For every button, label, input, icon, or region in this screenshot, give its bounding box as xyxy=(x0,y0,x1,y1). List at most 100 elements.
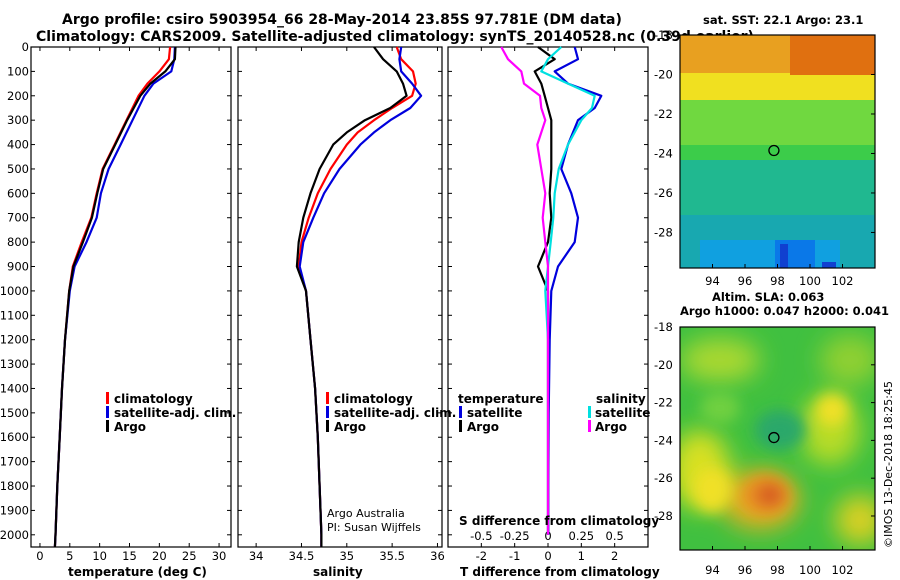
imos-watermark: ©IMOS 13-Dec-2018 18:25:45 xyxy=(882,381,895,548)
depth-tick-label: 1600 xyxy=(0,430,29,444)
temperature-legend: climatology satellite-adj. clim. Argo xyxy=(106,392,236,434)
x-tick-label: 5 xyxy=(66,549,73,563)
legend-satellite-adj: satellite-adj. clim. xyxy=(334,406,456,420)
depth-tick-label: 100 xyxy=(7,64,29,78)
legend-s-argo: Argo xyxy=(595,420,627,434)
x-tick-label: 34.5 xyxy=(289,549,315,563)
difference-legend: temperature salinity satellite Argo sate… xyxy=(458,392,650,434)
depth-tick-label: 900 xyxy=(7,260,29,274)
lon-tick-label: 98 xyxy=(770,274,785,288)
x-tick-label: 36 xyxy=(430,549,445,563)
x-tick-label: 30 xyxy=(212,549,227,563)
lon-tick-label: 100 xyxy=(799,274,821,288)
depth-tick-label: 1200 xyxy=(0,333,29,347)
lat-tick-label: -20 xyxy=(654,358,673,372)
x-tick-label: 0 xyxy=(544,549,551,563)
sst-map-lat-ticks: -18 -20 -22 -24 -26 -28 xyxy=(654,28,875,239)
s-difference-tick-label: 0.5 xyxy=(606,529,624,543)
depth-tick-label: 500 xyxy=(7,162,29,176)
legend-t-argo: Argo xyxy=(467,420,499,434)
x-tick-label: 35.5 xyxy=(379,549,405,563)
lon-tick-label: 98 xyxy=(770,563,785,577)
series-line-argo xyxy=(53,46,177,548)
depth-tick-label: 400 xyxy=(7,138,29,152)
depth-tick-label: 1700 xyxy=(0,455,29,469)
legend-argo: Argo xyxy=(114,420,146,434)
lon-tick-label: 96 xyxy=(738,274,753,288)
temperature-panel: 0100200300400500600700800900100011001200… xyxy=(0,40,236,579)
sst-map-lon-ticks: 94 96 98 100 102 xyxy=(705,264,853,288)
series-line-climatology xyxy=(53,46,172,548)
depth-tick-label: 700 xyxy=(7,211,29,225)
depth-tick-label: 1000 xyxy=(0,284,29,298)
series-line-satellite-adj-clim- xyxy=(53,46,176,548)
depth-tick-label: 2000 xyxy=(0,528,29,542)
s-difference-tick-label: 0.25 xyxy=(569,529,595,543)
lon-tick-label: 94 xyxy=(705,563,720,577)
lon-tick-label: 94 xyxy=(705,274,720,288)
legend-salinity-title: salinity xyxy=(596,392,646,406)
depth-tick-label: 200 xyxy=(7,89,29,103)
legend-temperature-title: temperature xyxy=(458,392,543,406)
depth-tick-label: 600 xyxy=(7,186,29,200)
depth-tick-label: 1300 xyxy=(0,357,29,371)
salinity-series xyxy=(295,46,423,547)
legend-swatch-argo xyxy=(106,420,109,432)
lat-tick-label: -20 xyxy=(654,67,673,81)
x-tick-label: -1 xyxy=(509,549,520,563)
s-difference-tick-label: 0 xyxy=(544,529,551,543)
lat-tick-label: -22 xyxy=(654,107,673,121)
depth-tick-label: 1100 xyxy=(0,308,29,322)
x-tick-label: -2 xyxy=(476,549,487,563)
depth-tick-label: 1900 xyxy=(0,503,29,517)
legend-s-satellite: satellite xyxy=(595,406,650,420)
legend-swatch-s-argo xyxy=(588,420,591,432)
depth-tick-label: 1800 xyxy=(0,479,29,493)
sla-map-lat-ticks: -18 -20 -22 -24 -26 -28 xyxy=(654,320,875,523)
depth-tick-label: 1400 xyxy=(0,381,29,395)
salinity-xlabel: salinity xyxy=(313,565,363,579)
difference-x-ticks: -2 -1 0 1 2 xyxy=(448,46,648,563)
lon-tick-label: 96 xyxy=(738,563,753,577)
x-tick-label: 1 xyxy=(578,549,585,563)
sla-map-title-1: Altim. SLA: 0.063 xyxy=(712,290,824,304)
sst-map-panel: sat. SST: 22.1 Argo: 23.1 94 96 98 100 102 -… xyxy=(654,13,876,288)
legend-swatch-satellite-adj xyxy=(326,406,329,418)
s-difference-xlabel: S difference from climatology xyxy=(459,514,659,528)
s-difference-tick-label: -0.25 xyxy=(500,529,530,543)
lon-tick-label: 102 xyxy=(832,274,854,288)
series-line-salinity-argo xyxy=(500,46,550,535)
annotation-argo-australia: Argo Australia xyxy=(327,507,405,520)
sst-map-field xyxy=(680,35,875,268)
legend-swatch-t-satellite xyxy=(459,406,462,418)
series-line-temperature-satellite xyxy=(547,46,603,535)
sla-map-lon-ticks: 94 96 98 100 102 xyxy=(705,546,853,577)
lon-tick-label: 102 xyxy=(832,563,854,577)
temperature-x-ticks: 0 5 10 15 20 25 30 xyxy=(31,46,231,563)
x-tick-label: 0 xyxy=(36,549,43,563)
legend-swatch-satellite-adj xyxy=(106,406,109,418)
lat-tick-label: -22 xyxy=(654,396,673,410)
legend-swatch-climatology xyxy=(106,392,109,404)
lat-tick-label: -28 xyxy=(654,509,673,523)
lat-tick-label: -18 xyxy=(654,28,673,42)
temperature-series xyxy=(53,46,177,548)
sla-map-panel: Altim. SLA: 0.063 Argo h1000: 0.047 h200… xyxy=(654,290,889,577)
depth-tick-label: 0 xyxy=(22,40,29,54)
title-line-2: Climatology: CARS2009. Satellite-adjuste… xyxy=(36,29,754,45)
x-tick-label: 10 xyxy=(92,549,107,563)
argo-location-marker xyxy=(768,144,780,157)
argo-location-marker xyxy=(768,431,780,444)
temperature-xlabel: temperature (deg C) xyxy=(68,565,207,579)
title-line-1: Argo profile: csiro 5903954_66 28-May-20… xyxy=(62,12,622,28)
salinity-difference-ticks: -0.5 -0.25 0 0.25 0.5 xyxy=(470,529,624,543)
x-tick-label: 2 xyxy=(611,549,618,563)
s-difference-tick-label: -0.5 xyxy=(470,529,492,543)
legend-climatology: climatology xyxy=(334,392,413,406)
depth-tick-label: 1500 xyxy=(0,406,29,420)
legend-swatch-t-argo xyxy=(459,420,462,432)
lat-tick-label: -24 xyxy=(654,433,673,447)
legend-swatch-argo xyxy=(326,420,329,432)
x-tick-label: 25 xyxy=(182,549,197,563)
